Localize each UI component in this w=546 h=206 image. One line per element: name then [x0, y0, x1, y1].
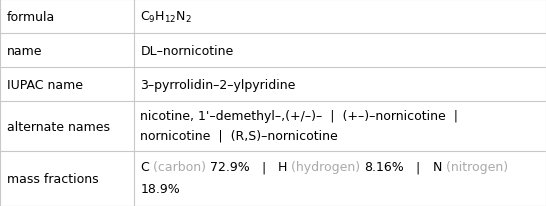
Text: DL–nornicotine: DL–nornicotine: [140, 44, 234, 57]
Text: (hydrogen): (hydrogen): [287, 160, 365, 173]
Text: formula: formula: [7, 11, 55, 23]
Text: name: name: [7, 44, 42, 57]
Text: nicotine, 1'–demethyl–,(+/–)–  |  (+–)–nornicotine  |: nicotine, 1'–demethyl–,(+/–)– | (+–)–nor…: [140, 109, 458, 122]
Text: H: H: [278, 160, 287, 173]
Text: N: N: [432, 160, 442, 173]
Text: 18.9%: 18.9%: [140, 182, 180, 195]
Text: |: |: [250, 160, 278, 173]
Text: IUPAC name: IUPAC name: [7, 78, 82, 91]
Text: (carbon): (carbon): [149, 160, 210, 173]
Text: $\mathregular{C_9H_{12}N_2}$: $\mathregular{C_9H_{12}N_2}$: [140, 9, 192, 25]
Text: C: C: [140, 160, 149, 173]
Text: mass fractions: mass fractions: [7, 172, 98, 185]
Text: (nitrogen): (nitrogen): [442, 160, 508, 173]
Text: |: |: [405, 160, 432, 173]
Text: 72.9%: 72.9%: [210, 160, 250, 173]
Text: 8.16%: 8.16%: [365, 160, 405, 173]
Text: 3–pyrrolidin–2–ylpyridine: 3–pyrrolidin–2–ylpyridine: [140, 78, 296, 91]
Text: alternate names: alternate names: [7, 120, 110, 133]
Text: nornicotine  |  (R,S)–nornicotine: nornicotine | (R,S)–nornicotine: [140, 129, 338, 142]
